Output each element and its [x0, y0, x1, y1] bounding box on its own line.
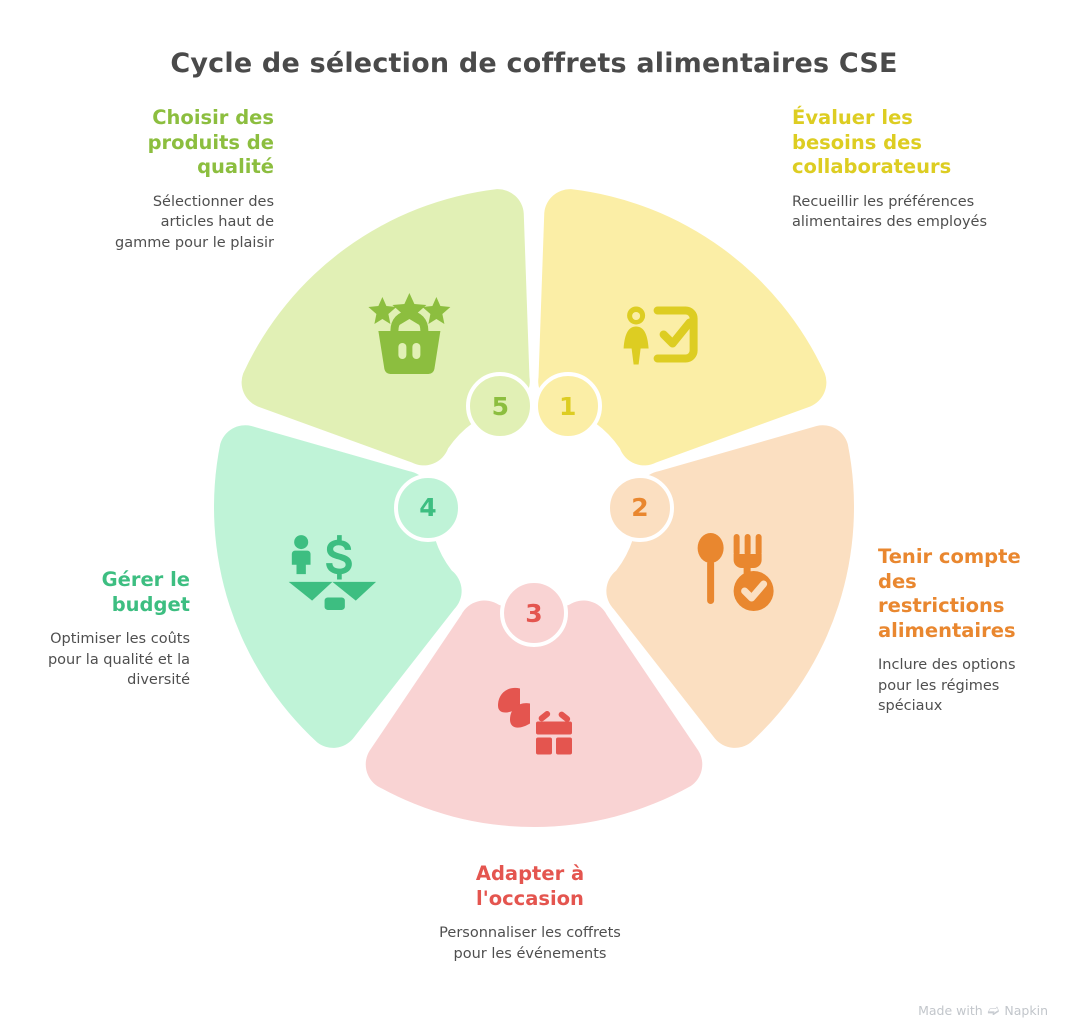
- segment-label-3: Adapter à l'occasion Personnaliser les c…: [435, 862, 625, 964]
- segment-desc-2: Inclure des options pour les régimes spé…: [878, 657, 1016, 715]
- segment-desc-1: Recueillir les préférences alimentaires …: [792, 193, 987, 231]
- segment-wedge-5[interactable]: [241, 189, 530, 466]
- segment-badge-1-number: 1: [558, 391, 577, 421]
- segment-label-4: Gérer le budget Optimiser les coûts pour…: [30, 568, 190, 691]
- segment-desc-5: Sélectionner des articles haut de gamme …: [115, 193, 274, 251]
- segment-badge-2-number: 2: [631, 493, 649, 523]
- gift-box-icon: [498, 687, 572, 755]
- segment-title-5: Choisir des produits de qualité: [147, 106, 274, 179]
- watermark: Made with ➫ Napkin: [918, 1003, 1048, 1018]
- segment-title-2: Tenir compte des restrictions alimentair…: [878, 545, 1021, 642]
- segment-label-2: Tenir compte des restrictions alimentair…: [878, 545, 1028, 717]
- watermark-prefix: Made with: [918, 1003, 983, 1018]
- segment-badge-4[interactable]: 4: [394, 473, 462, 542]
- segment-title-3: Adapter à l'occasion: [475, 862, 585, 910]
- page-title: Cycle de sélection de coffrets alimentai…: [170, 48, 898, 79]
- segment-badge-4-number: 4: [419, 493, 437, 523]
- cycle-wheel-svg: [214, 189, 854, 827]
- balance-scale-money-icon: [288, 535, 377, 610]
- person-checklist-icon: [623, 306, 698, 365]
- basket-stars-icon: [368, 292, 451, 374]
- segment-wedge-3[interactable]: [365, 600, 703, 827]
- segment-title-1: Évaluer les besoins des collaborateurs: [792, 106, 952, 179]
- cycle-wheel: 1 2 3 4 5: [214, 187, 854, 827]
- segment-badge-3[interactable]: 3: [500, 579, 568, 647]
- segment-title-4: Gérer le budget: [101, 568, 190, 616]
- segment-badge-1[interactable]: 1: [533, 372, 602, 441]
- watermark-brand: Napkin: [1004, 1003, 1048, 1018]
- segment-badge-5-number: 5: [491, 391, 510, 421]
- segment-badge-2[interactable]: 2: [605, 473, 674, 542]
- segment-label-1: Évaluer les besoins des collaborateurs R…: [792, 106, 992, 233]
- cutlery-check-icon: [697, 533, 774, 612]
- napkin-logo-icon: ➫: [987, 1002, 1000, 1019]
- segment-desc-3: Personnaliser les coffrets pour les évén…: [439, 925, 621, 962]
- segment-badge-5[interactable]: 5: [466, 372, 535, 441]
- segment-badge-3-number: 3: [525, 598, 543, 628]
- segment-label-5: Choisir des produits de qualité Sélectio…: [110, 106, 274, 253]
- segment-desc-4: Optimiser les coûts pour la qualité et l…: [47, 631, 190, 689]
